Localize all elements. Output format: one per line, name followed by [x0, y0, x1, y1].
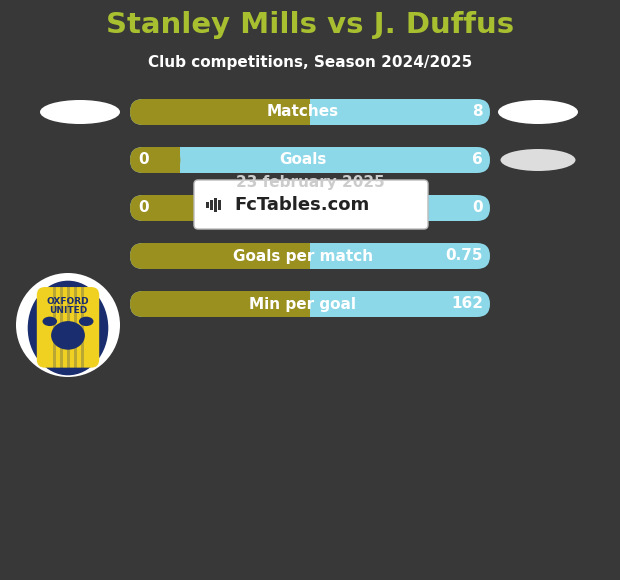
- FancyBboxPatch shape: [194, 180, 428, 229]
- FancyBboxPatch shape: [130, 243, 310, 269]
- FancyBboxPatch shape: [130, 147, 180, 173]
- Bar: [297, 99, 310, 125]
- Ellipse shape: [40, 100, 120, 124]
- FancyBboxPatch shape: [130, 243, 490, 269]
- Ellipse shape: [43, 317, 57, 326]
- FancyBboxPatch shape: [37, 287, 99, 368]
- Bar: [53, 287, 56, 368]
- Text: 0: 0: [138, 153, 149, 168]
- Text: Goals: Goals: [279, 153, 327, 168]
- Text: OXFORD: OXFORD: [46, 297, 89, 306]
- Bar: [297, 291, 310, 317]
- Text: Goals per match: Goals per match: [232, 248, 373, 263]
- Text: Stanley Mills vs J. Duffus: Stanley Mills vs J. Duffus: [106, 11, 514, 39]
- Ellipse shape: [498, 100, 578, 124]
- FancyBboxPatch shape: [130, 195, 310, 221]
- Bar: [297, 195, 310, 221]
- Text: 6: 6: [472, 153, 483, 168]
- Ellipse shape: [51, 321, 85, 350]
- Text: 0: 0: [472, 201, 483, 216]
- Bar: [206, 201, 209, 208]
- FancyBboxPatch shape: [130, 99, 490, 125]
- Text: 0.75: 0.75: [446, 248, 483, 263]
- Text: UNITED: UNITED: [49, 306, 87, 315]
- Ellipse shape: [500, 149, 575, 171]
- FancyBboxPatch shape: [130, 99, 310, 125]
- Bar: [60, 287, 63, 368]
- FancyBboxPatch shape: [130, 291, 310, 317]
- Ellipse shape: [28, 281, 108, 375]
- Text: 8: 8: [472, 104, 483, 119]
- Text: Hattricks: Hattricks: [264, 201, 342, 216]
- FancyBboxPatch shape: [130, 195, 490, 221]
- FancyBboxPatch shape: [130, 147, 490, 173]
- Text: Min per goal: Min per goal: [249, 296, 356, 311]
- Bar: [210, 200, 213, 209]
- Bar: [81, 287, 84, 368]
- Bar: [74, 287, 76, 368]
- Bar: [167, 147, 180, 173]
- Text: FcTables.com: FcTables.com: [234, 195, 370, 213]
- Text: Matches: Matches: [267, 104, 339, 119]
- Ellipse shape: [79, 317, 94, 326]
- Bar: [214, 198, 217, 212]
- Bar: [66, 287, 69, 368]
- Text: 23 february 2025: 23 february 2025: [236, 175, 384, 190]
- Bar: [297, 243, 310, 269]
- FancyBboxPatch shape: [130, 291, 490, 317]
- Text: Club competitions, Season 2024/2025: Club competitions, Season 2024/2025: [148, 55, 472, 70]
- Text: 162: 162: [451, 296, 483, 311]
- Text: 0: 0: [138, 201, 149, 216]
- Bar: [218, 200, 221, 209]
- Circle shape: [16, 273, 120, 377]
